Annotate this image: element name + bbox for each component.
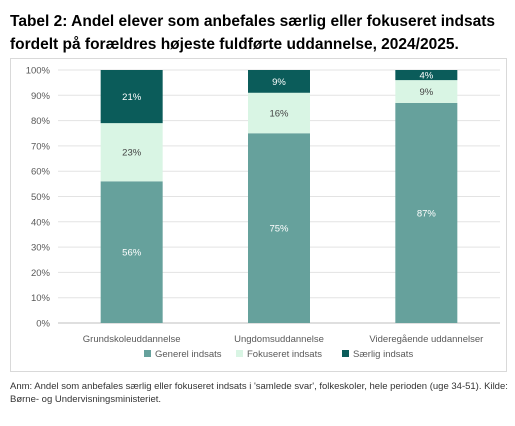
bar-segment — [100, 181, 163, 323]
y-tick-label: 70% — [31, 141, 51, 152]
bar-segment — [100, 70, 163, 124]
data-label: 4% — [419, 71, 433, 82]
bar-segment — [395, 102, 458, 323]
y-tick-label: 10% — [31, 293, 51, 304]
data-label: 9% — [272, 77, 286, 88]
x-axis: Grundskoleuddannelse Ungdomsuddannelse Vid… — [83, 334, 483, 345]
y-tick-label: 60% — [31, 167, 51, 178]
y-tick-label: 30% — [31, 243, 51, 254]
legend-label: Generel indsats — [155, 349, 222, 360]
data-label: 21% — [122, 92, 142, 103]
y-tick-label: 0% — [36, 319, 50, 330]
x-tick-label: Grundskoleuddannelse — [83, 334, 181, 345]
legend-swatch — [144, 350, 151, 357]
data-label: 56% — [122, 248, 142, 259]
bar-segment — [395, 70, 458, 81]
data-label: 75% — [269, 224, 289, 235]
bar-segment — [395, 80, 458, 103]
data-label: 87% — [417, 208, 437, 219]
footnote: Anm: Andel som anbefales særlig eller fo… — [10, 381, 508, 405]
y-axis: 0% 10% 20% 30% 40% 50% 60% 70% 80% 90% 100% — [26, 66, 51, 330]
bars: 56% 23% 21% 75% 16% 9% 87% 9% 4% — [100, 70, 458, 323]
chart-title: Tabel 2: Andel elever som anbefales særl… — [10, 13, 495, 53]
data-label: 23% — [122, 148, 142, 159]
y-tick-label: 80% — [31, 116, 51, 127]
legend-label: Fokuseret indsats — [247, 349, 322, 360]
data-label: 9% — [419, 87, 433, 98]
legend: Generel indsats Fokuseret indsats Særlig i… — [144, 349, 413, 360]
y-tick-label: 20% — [31, 268, 51, 279]
bar-segment — [248, 92, 310, 134]
data-label: 16% — [269, 109, 289, 120]
legend-swatch — [236, 350, 243, 357]
bar-segment — [100, 123, 163, 182]
y-tick-label: 100% — [26, 66, 51, 77]
y-tick-label: 90% — [31, 91, 51, 102]
y-tick-label: 40% — [31, 217, 51, 228]
legend-swatch — [342, 350, 349, 357]
bar-segment — [248, 70, 310, 93]
legend-label: Særlig indsats — [353, 349, 413, 360]
x-tick-label: Videregående uddannelser — [369, 334, 483, 345]
bar-segment — [248, 133, 310, 323]
y-tick-label: 50% — [31, 192, 51, 203]
x-tick-label: Ungdomsuddannelse — [234, 334, 324, 345]
